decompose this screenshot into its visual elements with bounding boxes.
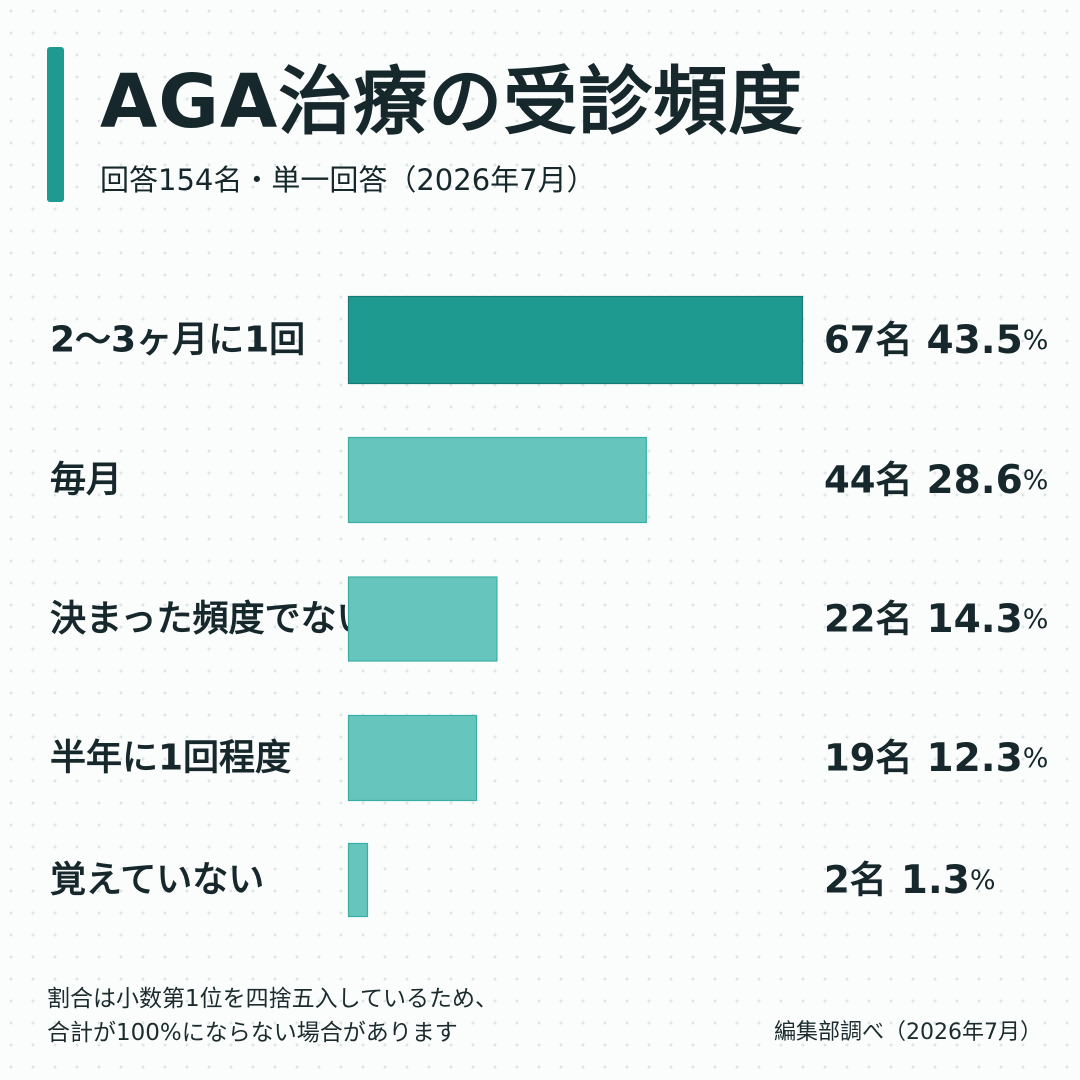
category-label: 決まった頻度でない	[50, 599, 373, 640]
value-count-label: 44名	[824, 459, 913, 502]
category-label: 半年に1回程度	[50, 738, 291, 779]
value-count-label: 67名	[824, 319, 913, 362]
source-credit: 編集部調べ（2026年7月）	[774, 1020, 1042, 1045]
value-count-label: 19名	[824, 737, 913, 780]
percent-sign: %	[970, 865, 996, 896]
percent-number: 43.5	[927, 318, 1023, 363]
percent-sign: %	[1023, 743, 1049, 774]
value-percent-label: 12.3%	[927, 736, 1049, 781]
bar	[347, 295, 804, 385]
category-label: 覚えていない	[50, 860, 264, 901]
percent-number: 28.6	[927, 458, 1023, 503]
chart-title: AGA治療の受診頻度	[100, 59, 804, 145]
percent-sign: %	[1023, 465, 1049, 496]
chart-subtitle: 回答154名・単一回答（2026年7月）	[100, 163, 596, 197]
percent-sign: %	[1023, 325, 1049, 356]
accent-bar	[47, 47, 64, 202]
category-label: 2～3ヶ月に1回	[50, 320, 305, 361]
value-percent-label: 14.3%	[927, 597, 1049, 642]
bar	[347, 714, 478, 802]
footnote-line-1: 割合は小数第1位を四捨五入しているため、	[47, 986, 498, 1012]
percent-number: 14.3	[927, 597, 1023, 642]
percent-sign: %	[1023, 604, 1049, 635]
value-percent-label: 1.3%	[901, 858, 996, 903]
percent-number: 1.3	[901, 858, 970, 903]
category-label: 毎月	[50, 460, 122, 501]
percent-number: 12.3	[927, 736, 1023, 781]
bar	[347, 576, 498, 662]
value-count-label: 22名	[824, 598, 913, 641]
value-count-label: 2名	[824, 859, 887, 902]
bar	[347, 436, 647, 524]
value-percent-label: 28.6%	[927, 458, 1049, 503]
footnote: 割合は小数第1位を四捨五入しているため、 合計が100%にならない場合があります	[47, 982, 498, 1050]
footnote-line-2: 合計が100%にならない場合があります	[47, 1020, 458, 1046]
value-percent-label: 43.5%	[927, 318, 1049, 363]
bar	[347, 842, 369, 918]
